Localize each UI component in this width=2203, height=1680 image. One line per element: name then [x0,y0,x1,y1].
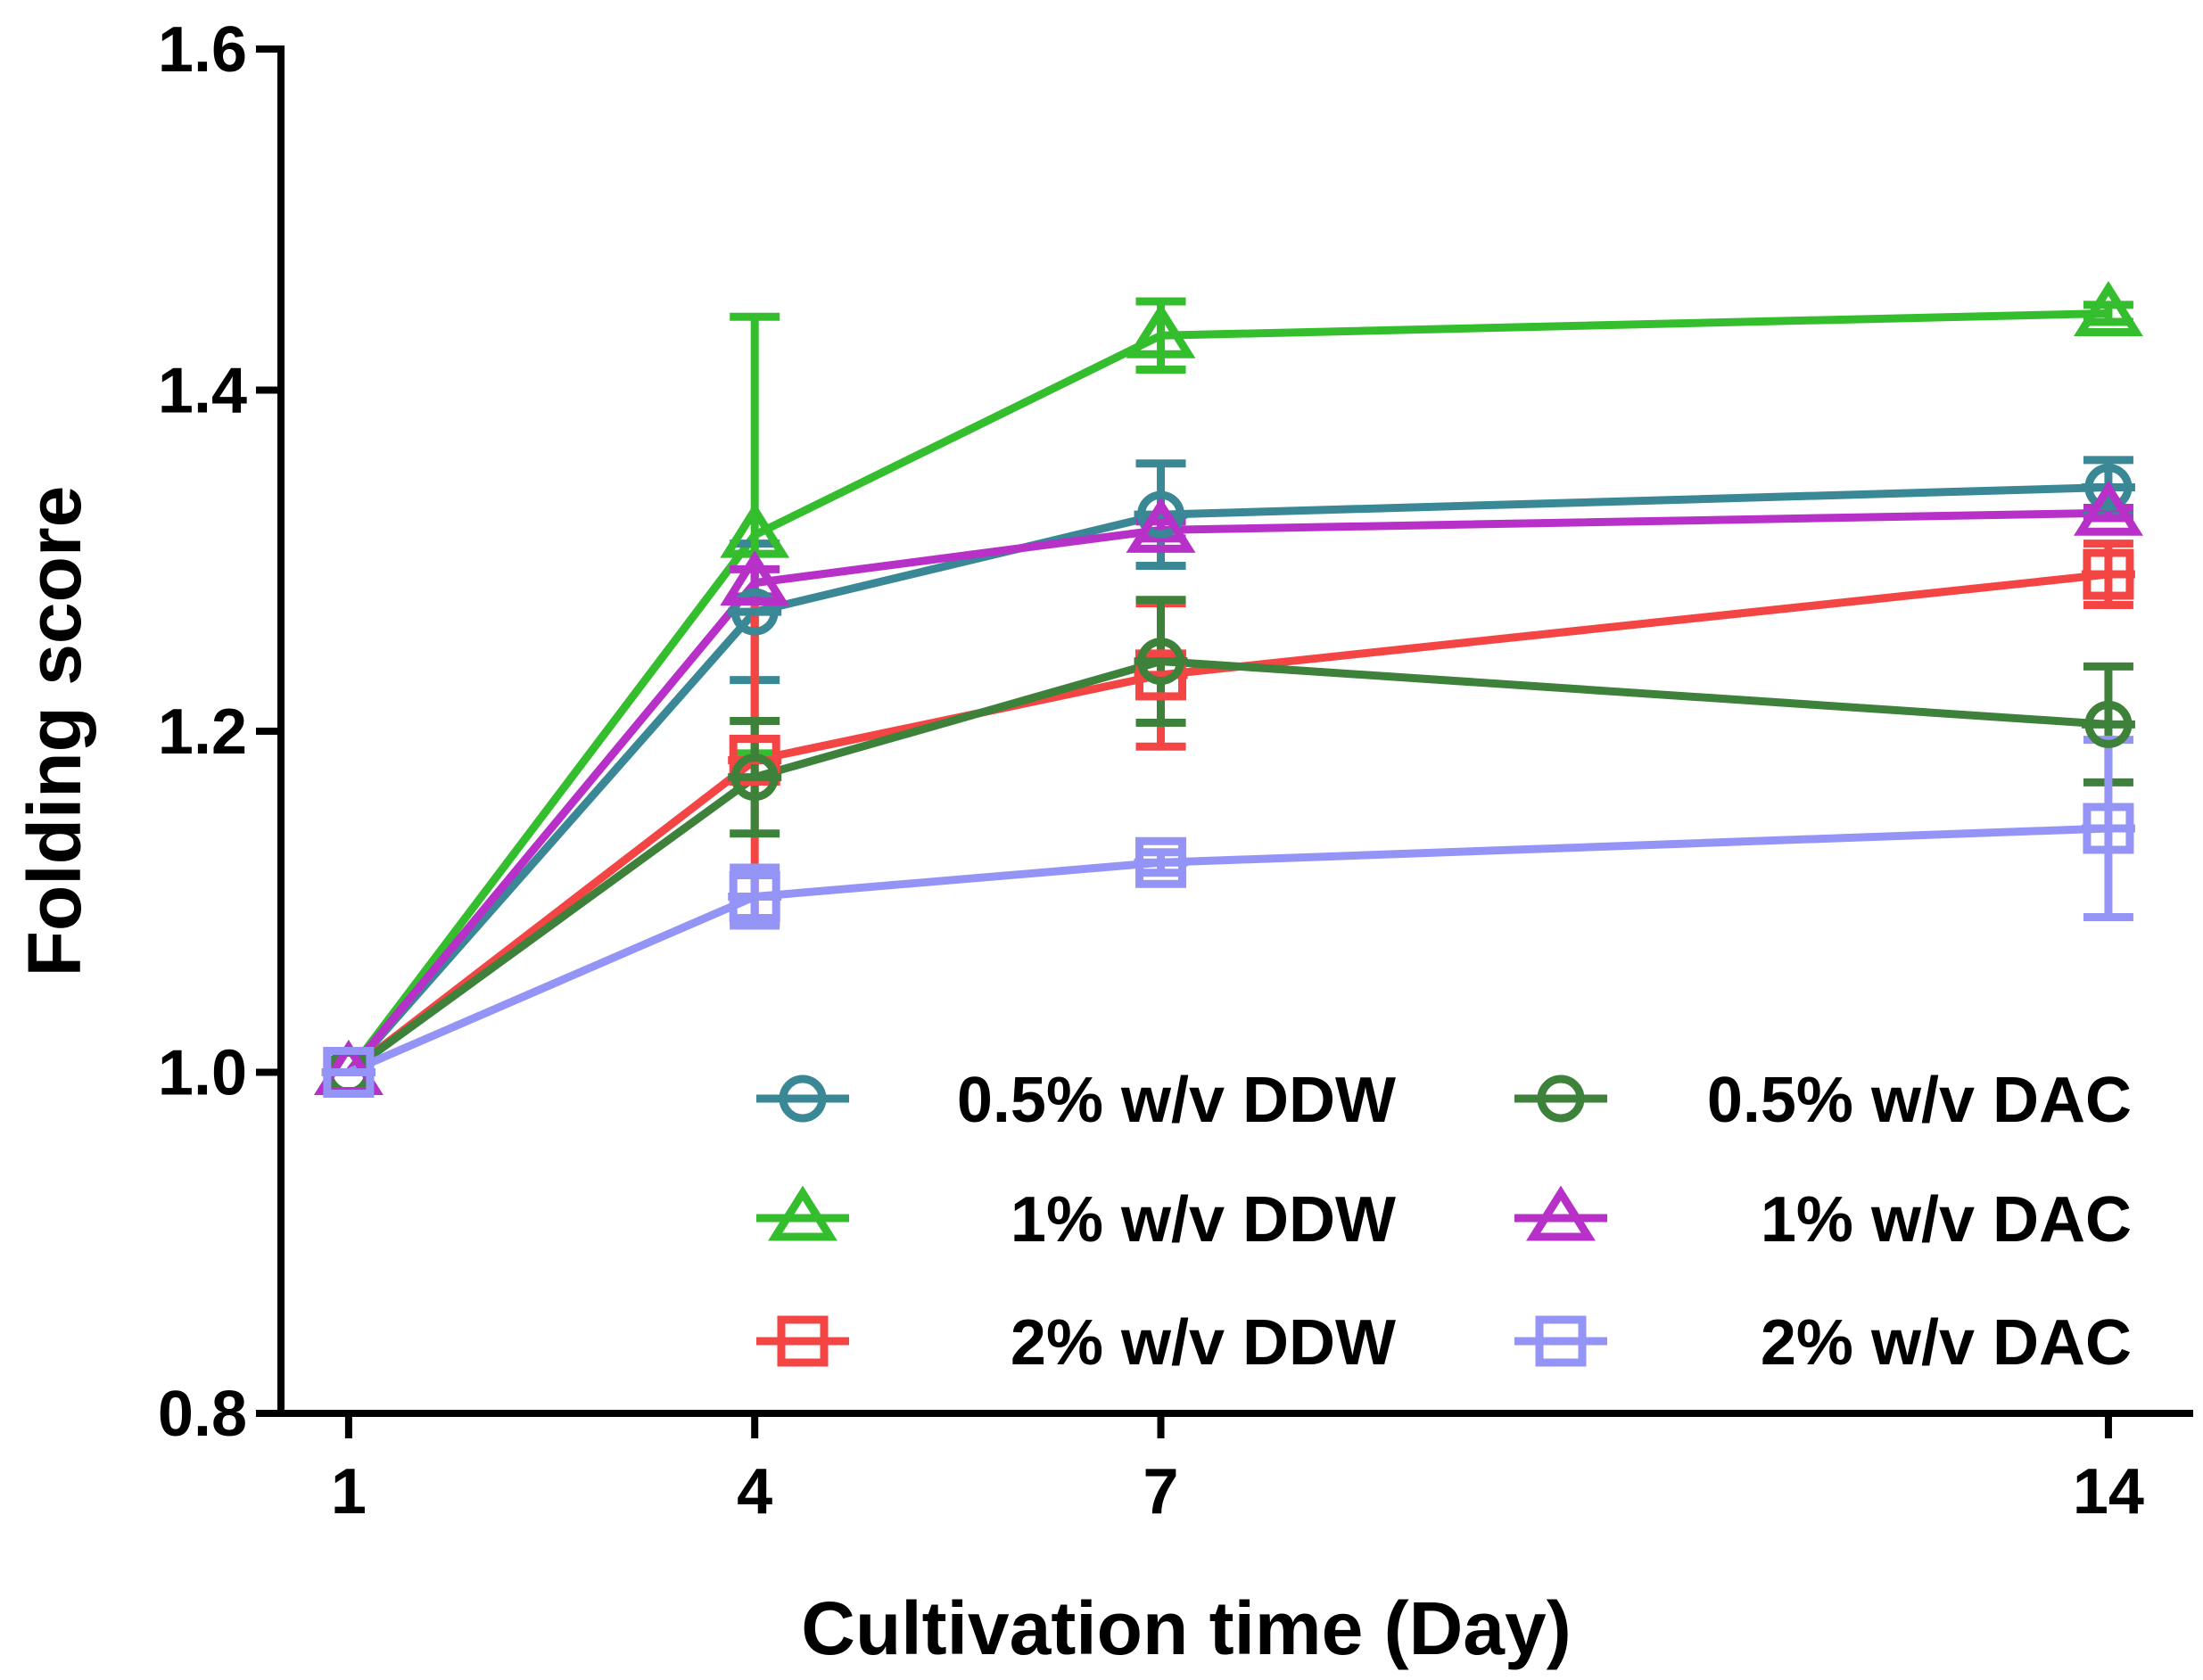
legend-marker [1534,1075,1588,1123]
legend-item: 0.5% w/v DAC [1514,1065,2132,1136]
legend-label: 2% w/v DAC [1761,1307,2132,1379]
series-markers [313,280,2143,1098]
y-axis-ticks: 0.8 1.0 1.2 1.4 1.6 [158,14,281,1450]
legend-label: 0.5% w/v DAC [1707,1065,2132,1136]
legend-marker [776,1075,829,1123]
legend-marker [768,1185,837,1241]
legend-item: 1% w/v DDW [756,1184,1396,1256]
series-line [345,508,2109,1075]
x-axis-ticks: 1 4 7 14 [331,1413,2144,1528]
data-point [321,1047,375,1098]
series-line [346,570,2109,1076]
series-line [346,657,2109,1076]
data-point [728,871,782,923]
y-tick-label: 1.6 [158,14,247,86]
data-point [2081,700,2135,748]
x-axis-title: Cultivation time (Day) [801,1586,1571,1670]
y-tick-label: 1.0 [158,1038,247,1109]
data-point [720,550,790,606]
legend-item: 1% w/v DAC [1514,1184,2132,1256]
data-point [728,754,782,802]
data-point [2081,548,2135,600]
series-lines [345,309,2109,1076]
x-tick-label: 14 [2073,1456,2144,1528]
legend-label: 2% w/v DDW [1011,1307,1396,1379]
data-point [1126,302,1196,358]
series-line [347,824,2109,1076]
x-tick-label: 4 [737,1456,772,1528]
data-point [1134,836,1188,888]
y-tick-label: 1.4 [158,356,247,427]
x-tick-label: 7 [1143,1456,1179,1528]
data-point [2081,803,2135,854]
data-point [2073,480,2143,536]
data-point [2073,280,2143,336]
legend-item: 0.5% w/v DDW [756,1065,1396,1136]
series-line [345,309,2109,1075]
legend-marker [776,1315,829,1367]
y-axis-title: Folding score [12,486,96,977]
legend-marker [1526,1185,1596,1241]
legend-item: 2% w/v DDW [756,1307,1396,1379]
data-point [1126,497,1196,553]
legend-label: 0.5% w/v DDW [957,1065,1396,1136]
legend-item: 2% w/v DAC [1514,1307,2132,1379]
x-tick-label: 1 [331,1456,367,1528]
y-tick-label: 1.2 [158,696,247,768]
data-point [728,588,782,636]
series-line [345,483,2109,1075]
legend-label: 1% w/v DDW [1011,1184,1396,1256]
legend-label: 1% w/v DAC [1761,1184,2132,1256]
data-point [1134,490,1188,539]
y-tick-label: 0.8 [158,1379,247,1450]
legend-marker [1534,1315,1588,1367]
data-point [1134,638,1188,686]
legend: 0.5% w/v DDW 1% w/v DDW 2% w/v DDW 0.5% w/v… [756,1065,2132,1379]
